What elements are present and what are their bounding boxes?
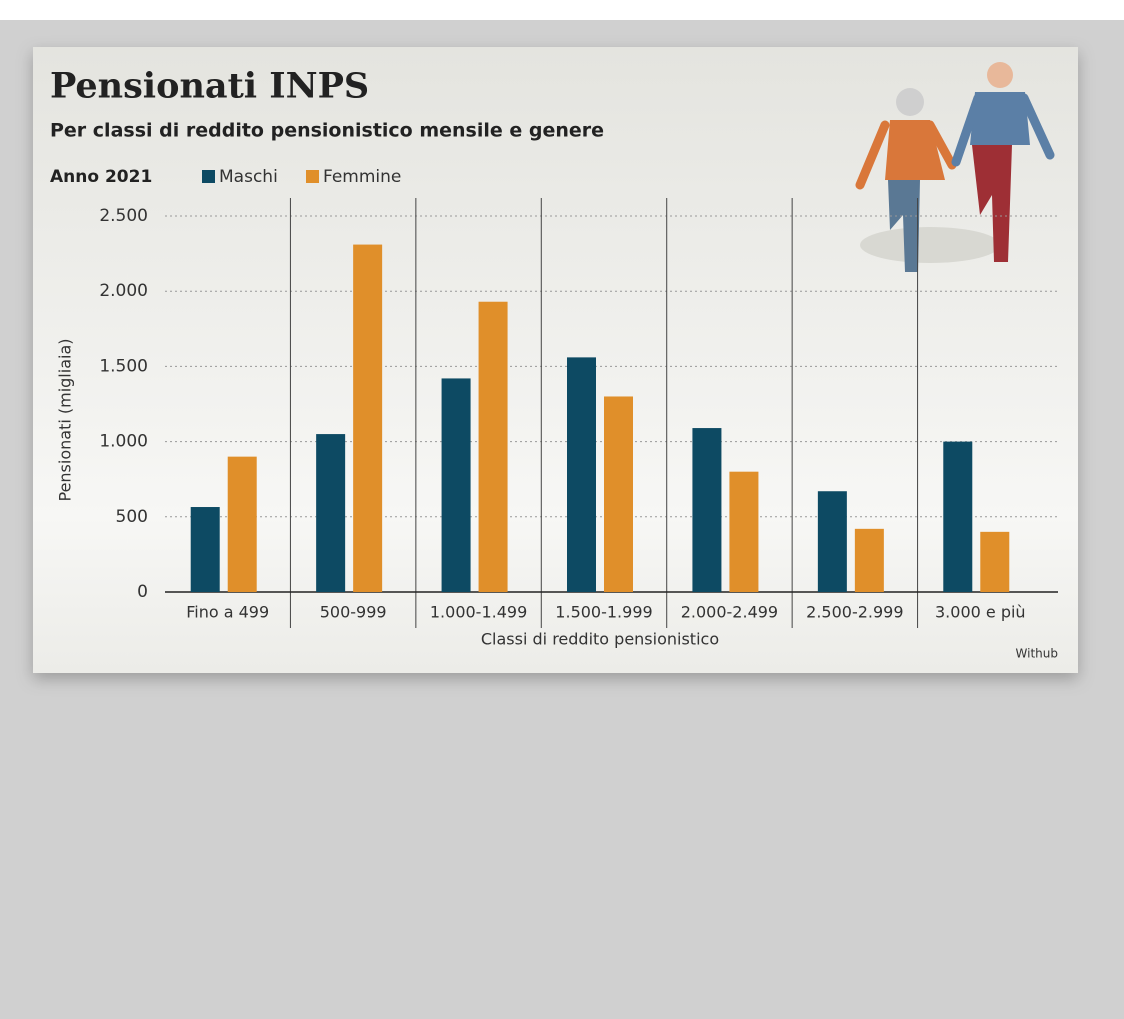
- legend-swatch: [306, 170, 319, 183]
- x-axis-title: Classi di reddito pensionistico: [481, 630, 719, 649]
- bar: [479, 302, 508, 592]
- legend-label: Femmine: [323, 167, 401, 187]
- bar: [818, 491, 847, 592]
- y-tick-label: 2.500: [99, 206, 148, 226]
- x-tick-label: Fino a 499: [186, 603, 269, 622]
- legend-label: Maschi: [219, 167, 278, 187]
- bar: [228, 457, 257, 592]
- legend-swatch: [202, 170, 215, 183]
- page: {"chart_data": {"type": "bar", "title": …: [0, 0, 1124, 1015]
- source: Withub: [1016, 647, 1058, 661]
- x-tick-label: 500-999: [320, 603, 387, 622]
- bar: [191, 507, 220, 592]
- bar: [567, 357, 596, 592]
- y-tick-label: 1.500: [99, 356, 148, 376]
- chart: Pensionati INPS Per classi di reddito pe…: [0, 0, 1124, 1015]
- bar: [442, 378, 471, 592]
- chart-subtitle: Per classi di reddito pensionistico mens…: [50, 120, 604, 142]
- bar: [316, 434, 345, 592]
- year-label: Anno 2021: [50, 167, 152, 187]
- x-tick-label: 2.500-2.999: [806, 603, 903, 622]
- top-strip: [0, 0, 1124, 20]
- x-tick-label: 1.000-1.499: [430, 603, 527, 622]
- x-tick-label: 3.000 e più: [935, 603, 1026, 622]
- y-axis-title: Pensionati (migliaia): [56, 339, 75, 502]
- x-tick-label: 2.000-2.499: [681, 603, 778, 622]
- y-tick-label: 1.000: [99, 432, 148, 452]
- chart-title: Pensionati INPS: [50, 66, 369, 107]
- bar: [855, 529, 884, 592]
- bar: [353, 245, 382, 592]
- x-tick-label: 1.500-1.999: [555, 603, 652, 622]
- bar: [692, 428, 721, 592]
- y-tick-label: 0: [137, 582, 148, 602]
- bar: [604, 396, 633, 592]
- bar: [729, 472, 758, 592]
- y-tick-label: 500: [116, 507, 148, 527]
- y-tick-label: 2.000: [99, 281, 148, 301]
- bar: [943, 442, 972, 592]
- bar: [980, 532, 1009, 592]
